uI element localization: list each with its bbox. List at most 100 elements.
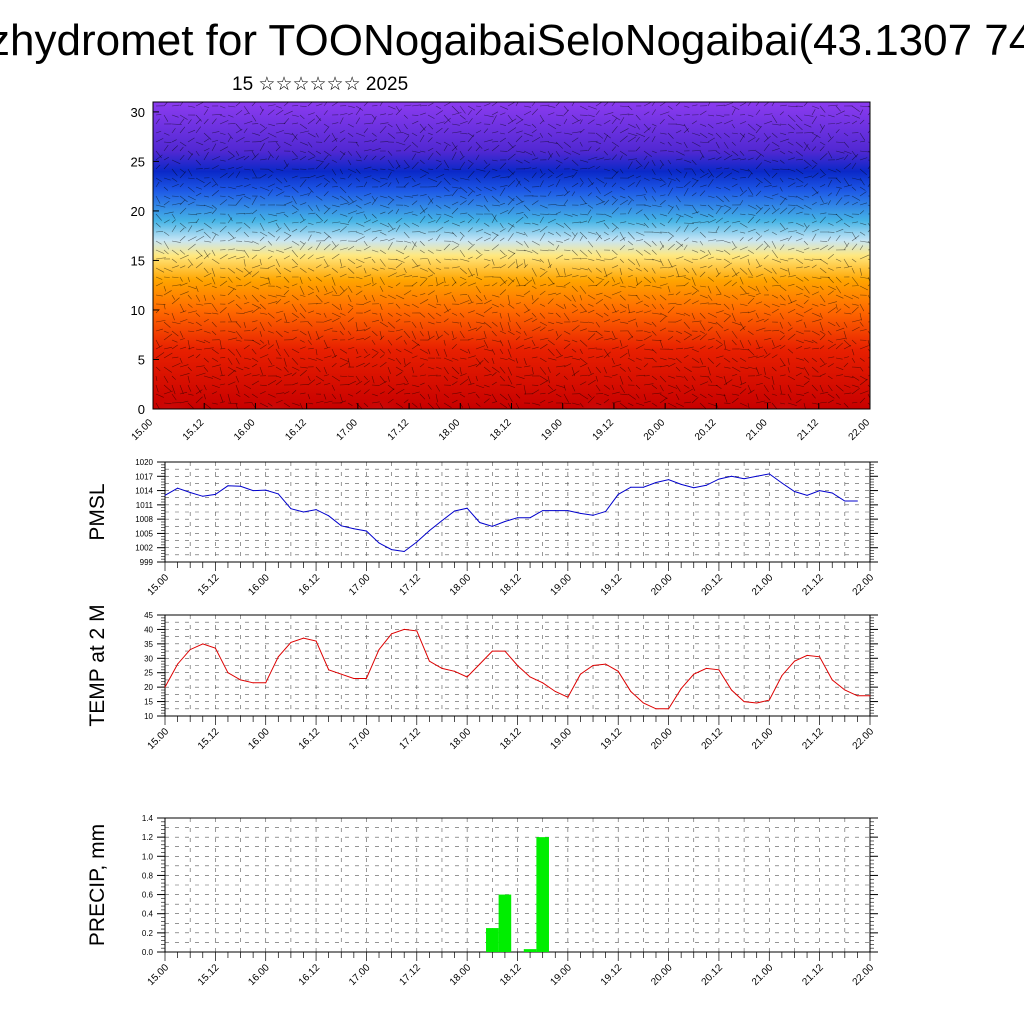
pmsl-point bbox=[277, 493, 279, 495]
precip-xtick-label: 21.00 bbox=[750, 962, 776, 988]
temp-point bbox=[579, 673, 581, 675]
precip-xtick-label: 16.00 bbox=[246, 962, 272, 988]
heatmap-xtick-label: 21.00 bbox=[744, 417, 770, 443]
temp-point bbox=[265, 682, 267, 684]
pmsl-point bbox=[781, 482, 783, 484]
temp-point bbox=[718, 669, 720, 671]
precip-bar bbox=[498, 894, 512, 952]
temp-point bbox=[240, 679, 242, 681]
pmsl-xtick-label: 18.12 bbox=[498, 572, 524, 598]
precip-ytick-label: 1.0 bbox=[142, 852, 154, 861]
temp-point bbox=[378, 649, 380, 651]
pmsl-line-chart: 999 1002 1005 1008 1011 1014 1017 1020 15.00 15.1… bbox=[86, 458, 878, 598]
temperature-line-chart: 10 15 20 25 30 35 40 45 15.00 15.12 16.00 16.12 17.0… bbox=[86, 604, 878, 752]
precip-xtick-label: 21.12 bbox=[800, 962, 826, 988]
pmsl-xtick-label: 15.12 bbox=[196, 572, 222, 598]
temp-point bbox=[705, 667, 707, 669]
pmsl-point bbox=[252, 490, 254, 492]
temp-point bbox=[466, 676, 468, 678]
pmsl-point bbox=[441, 520, 443, 522]
heatmap-ytick-label: 25 bbox=[131, 154, 145, 169]
heatmap-warm-spot bbox=[234, 339, 311, 409]
pmsl-point bbox=[340, 525, 342, 527]
temp-point bbox=[731, 689, 733, 691]
temp-xtick-label: 15.00 bbox=[146, 726, 172, 752]
pmsl-xtick-label: 22.00 bbox=[851, 572, 877, 598]
temp-point bbox=[756, 702, 758, 704]
precip-xtick-label: 17.12 bbox=[397, 962, 423, 988]
heatmap-xtick-label: 20.12 bbox=[693, 417, 719, 443]
pmsl-point bbox=[202, 495, 204, 497]
temp-point bbox=[693, 673, 695, 675]
precip-grid bbox=[164, 817, 871, 953]
temp-point bbox=[441, 667, 443, 669]
pmsl-ytick-label: 1005 bbox=[135, 529, 153, 538]
temp-point bbox=[819, 656, 821, 658]
pmsl-point bbox=[378, 542, 380, 544]
temp-xtick-label: 16.00 bbox=[246, 726, 272, 752]
temp-point bbox=[605, 663, 607, 665]
temp-xtick-label: 19.12 bbox=[599, 726, 625, 752]
pmsl-point bbox=[265, 489, 267, 491]
temp-point bbox=[831, 679, 833, 681]
pmsl-point bbox=[743, 478, 745, 480]
temp-point bbox=[529, 676, 531, 678]
temp-xtick-label: 21.00 bbox=[750, 726, 776, 752]
temp-point bbox=[617, 670, 619, 672]
temp-point bbox=[214, 647, 216, 649]
temp-point bbox=[290, 641, 292, 643]
temp-point bbox=[856, 695, 858, 697]
heatmap-xtick-label: 20.00 bbox=[642, 417, 668, 443]
temp-point bbox=[554, 690, 556, 692]
temp-point bbox=[806, 654, 808, 656]
chart-date-subtitle: 15 ☆☆☆☆☆☆ 2025 bbox=[232, 74, 409, 95]
pmsl-point bbox=[806, 494, 808, 496]
precip-ytick-label: 0.4 bbox=[142, 910, 154, 919]
pmsl-point bbox=[164, 494, 166, 496]
temp-xtick-label: 20.12 bbox=[700, 726, 726, 752]
pmsl-point bbox=[793, 491, 795, 493]
precip-bar bbox=[536, 837, 549, 952]
pmsl-point bbox=[844, 500, 846, 502]
pmsl-ytick-label: 999 bbox=[140, 558, 154, 567]
precip-xtick-label: 19.00 bbox=[549, 962, 575, 988]
temp-ytick-label: 45 bbox=[144, 611, 153, 620]
heatmap-ytick-label: 5 bbox=[138, 352, 145, 367]
pmsl-xtick-label: 16.00 bbox=[246, 572, 272, 598]
temp-point bbox=[164, 686, 166, 688]
temp-point bbox=[454, 670, 456, 672]
pmsl-point bbox=[856, 500, 858, 502]
heatmap-xtick-label: 15.00 bbox=[130, 417, 156, 443]
precip-xtick-label: 20.00 bbox=[649, 962, 675, 988]
heatmap-ytick-label: 10 bbox=[131, 303, 145, 318]
temp-point bbox=[403, 628, 405, 630]
pmsl-xtick-label: 21.00 bbox=[750, 572, 776, 598]
pmsl-point bbox=[554, 510, 556, 512]
temp-xtick-label: 17.00 bbox=[347, 726, 373, 752]
precip-xtick-label: 15.00 bbox=[146, 962, 172, 988]
pmsl-point bbox=[504, 521, 506, 523]
heatmap-xtick-label: 17.12 bbox=[386, 417, 412, 443]
temp-xtick-label: 18.00 bbox=[448, 726, 474, 752]
pmsl-point bbox=[567, 510, 569, 512]
temp-point bbox=[416, 630, 418, 632]
pmsl-point bbox=[705, 484, 707, 486]
pmsl-ytick-label: 1020 bbox=[135, 458, 153, 467]
precip-bar bbox=[486, 928, 499, 952]
temp-ytick-label: 40 bbox=[144, 625, 153, 634]
heatmap-xtick-label: 22.00 bbox=[847, 417, 873, 443]
temp-point bbox=[365, 677, 367, 679]
precip-xtick-label: 15.12 bbox=[196, 962, 222, 988]
cross-section-heatmap: 0 5 10 15 20 25 30 15.00 15.12 16.00 16.12 17.00 17.… bbox=[130, 101, 873, 443]
temp-point bbox=[781, 675, 783, 677]
temp-point bbox=[768, 699, 770, 701]
pmsl-xtick-label: 19.12 bbox=[599, 572, 625, 598]
pmsl-point bbox=[177, 487, 179, 489]
pmsl-point bbox=[290, 508, 292, 510]
chart-main-title: zhydromet for TOONogaibaiSeloNogaibai(43… bbox=[0, 16, 1024, 65]
temp-ytick-label: 35 bbox=[144, 640, 153, 649]
temp-xtick-label: 19.00 bbox=[549, 726, 575, 752]
pmsl-point bbox=[529, 517, 531, 519]
pmsl-grid bbox=[164, 461, 871, 563]
